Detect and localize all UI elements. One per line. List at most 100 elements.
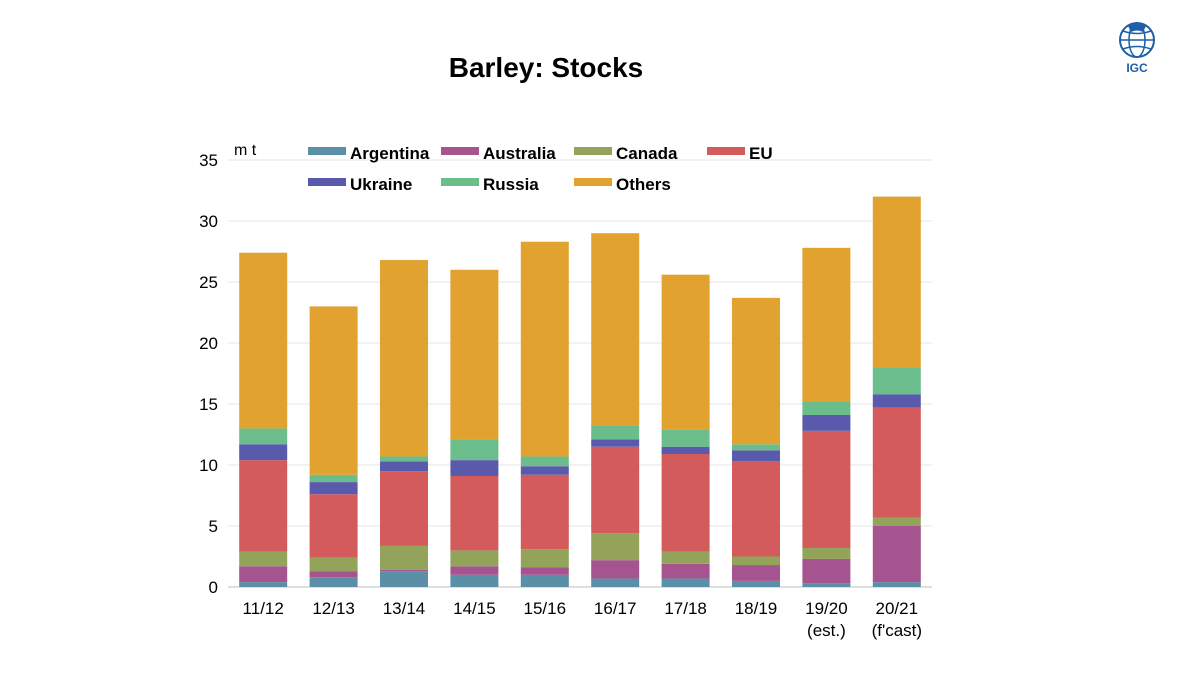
x-tick-label: 16/17 bbox=[594, 599, 637, 618]
bar-segment-australia bbox=[239, 566, 288, 583]
x-tick-label: 11/12 bbox=[243, 599, 284, 618]
bar-segment-others bbox=[661, 274, 710, 430]
bar-segment-argentina bbox=[661, 578, 710, 587]
bar-segment-russia bbox=[309, 474, 358, 483]
bar-segment-ukraine bbox=[802, 414, 851, 431]
legend-swatch-eu bbox=[707, 147, 745, 155]
bar-segment-russia bbox=[239, 428, 288, 445]
bar-segment-others bbox=[450, 269, 499, 440]
bar-segment-canada bbox=[872, 517, 921, 526]
bar-segment-canada bbox=[732, 556, 780, 566]
logo-text: IGC bbox=[1126, 61, 1148, 75]
bar-segment-australia bbox=[872, 526, 921, 583]
y-tick-label: 15 bbox=[199, 395, 218, 414]
bar-segment-eu bbox=[802, 430, 851, 548]
legend-label-others: Others bbox=[616, 175, 671, 194]
bar-segment-argentina bbox=[239, 582, 288, 587]
legend-swatch-australia bbox=[441, 147, 479, 155]
bar-segment-russia bbox=[450, 439, 499, 461]
bar-segment-canada bbox=[239, 551, 288, 567]
x-tick-label: 12/13 bbox=[312, 599, 355, 618]
y-tick-label: 10 bbox=[199, 456, 218, 475]
igc-logo: IGC bbox=[1119, 22, 1155, 75]
bar-segment-others bbox=[732, 297, 780, 445]
y-tick-label: 20 bbox=[199, 334, 218, 353]
x-tick-label: 19/20 (est.) bbox=[805, 599, 848, 640]
x-tick-label: 14/15 bbox=[453, 599, 496, 618]
bar-segment-russia bbox=[591, 425, 640, 440]
bar-segment-ukraine bbox=[450, 460, 499, 476]
y-tick-label: 30 bbox=[199, 212, 218, 231]
bar-segment-ukraine bbox=[309, 482, 358, 495]
x-tick-label: 20/21 (f'cast) bbox=[872, 599, 922, 640]
x-tick-label: 15/16 bbox=[524, 599, 567, 618]
bar-segment-eu bbox=[520, 474, 569, 550]
bar-segment-russia bbox=[732, 444, 780, 451]
legend-label-australia: Australia bbox=[483, 144, 556, 163]
legend-swatch-ukraine bbox=[308, 178, 346, 186]
bar-segment-others bbox=[802, 247, 851, 402]
bar-segment-others bbox=[872, 196, 921, 368]
x-tick-label: 17/18 bbox=[664, 599, 707, 618]
legend-label-russia: Russia bbox=[483, 175, 539, 194]
bar-segment-canada bbox=[309, 557, 358, 572]
bar-segment-australia bbox=[591, 560, 640, 579]
bar-segment-ukraine bbox=[239, 444, 288, 461]
bar-segment-canada bbox=[380, 545, 428, 570]
globe-icon bbox=[1119, 22, 1155, 58]
legend-swatch-others bbox=[574, 178, 612, 186]
legend-label-canada: Canada bbox=[616, 144, 678, 163]
bar-segment-argentina bbox=[450, 574, 499, 587]
y-tick-label: 5 bbox=[209, 517, 218, 536]
bar-segment-eu bbox=[309, 494, 358, 558]
bar-segment-australia bbox=[450, 566, 499, 575]
bar-segment-argentina bbox=[380, 571, 428, 587]
bar-segment-canada bbox=[661, 551, 710, 564]
bar-segment-australia bbox=[661, 563, 710, 579]
bar-segment-canada bbox=[591, 533, 640, 561]
bar-segment-ukraine bbox=[732, 450, 780, 462]
bar-segment-argentina bbox=[309, 577, 358, 587]
legend-swatch-canada bbox=[574, 147, 612, 155]
legend-label-argentina: Argentina bbox=[350, 144, 430, 163]
bar-segment-others bbox=[591, 233, 640, 426]
bar-segment-russia bbox=[872, 367, 921, 395]
bar-segment-australia bbox=[802, 558, 851, 584]
bar-segment-eu bbox=[661, 454, 710, 552]
bar-segment-ukraine bbox=[520, 466, 569, 475]
bar-segment-ukraine bbox=[591, 439, 640, 447]
bar-segment-russia bbox=[802, 401, 851, 415]
bar-segment-others bbox=[520, 241, 569, 457]
y-tick-label: 25 bbox=[199, 273, 218, 292]
y-tick-label: 0 bbox=[209, 578, 218, 597]
bar-segment-eu bbox=[380, 471, 428, 546]
bar-segment-eu bbox=[239, 460, 288, 552]
x-tick-label: 18/19 bbox=[735, 599, 778, 618]
bar-segment-canada bbox=[450, 550, 499, 567]
bar-segment-russia bbox=[380, 456, 428, 462]
bar-segment-australia bbox=[732, 565, 780, 581]
unit-label: m t bbox=[234, 142, 257, 159]
bar-segment-australia bbox=[520, 567, 569, 575]
bar-segment-argentina bbox=[802, 583, 851, 587]
bar-segment-ukraine bbox=[661, 446, 710, 455]
bar-segment-argentina bbox=[872, 582, 921, 587]
bar-segment-argentina bbox=[520, 574, 569, 587]
bar-segment-argentina bbox=[732, 580, 780, 587]
bar-segment-canada bbox=[520, 549, 569, 568]
bar-segment-eu bbox=[450, 475, 499, 551]
bar-segment-russia bbox=[661, 429, 710, 447]
bar-segment-others bbox=[380, 260, 428, 457]
bar-segment-eu bbox=[732, 461, 780, 557]
legend-swatch-argentina bbox=[308, 147, 346, 155]
bar-segment-russia bbox=[520, 456, 569, 467]
x-tick-label: 13/14 bbox=[383, 599, 426, 618]
legend-label-eu: EU bbox=[749, 144, 773, 163]
bar-segment-ukraine bbox=[872, 394, 921, 408]
bar-segment-argentina bbox=[591, 578, 640, 587]
bar-segment-australia bbox=[309, 571, 358, 578]
legend-label-ukraine: Ukraine bbox=[350, 175, 412, 194]
bar-segment-others bbox=[239, 252, 288, 429]
y-tick-label: 35 bbox=[199, 151, 218, 170]
